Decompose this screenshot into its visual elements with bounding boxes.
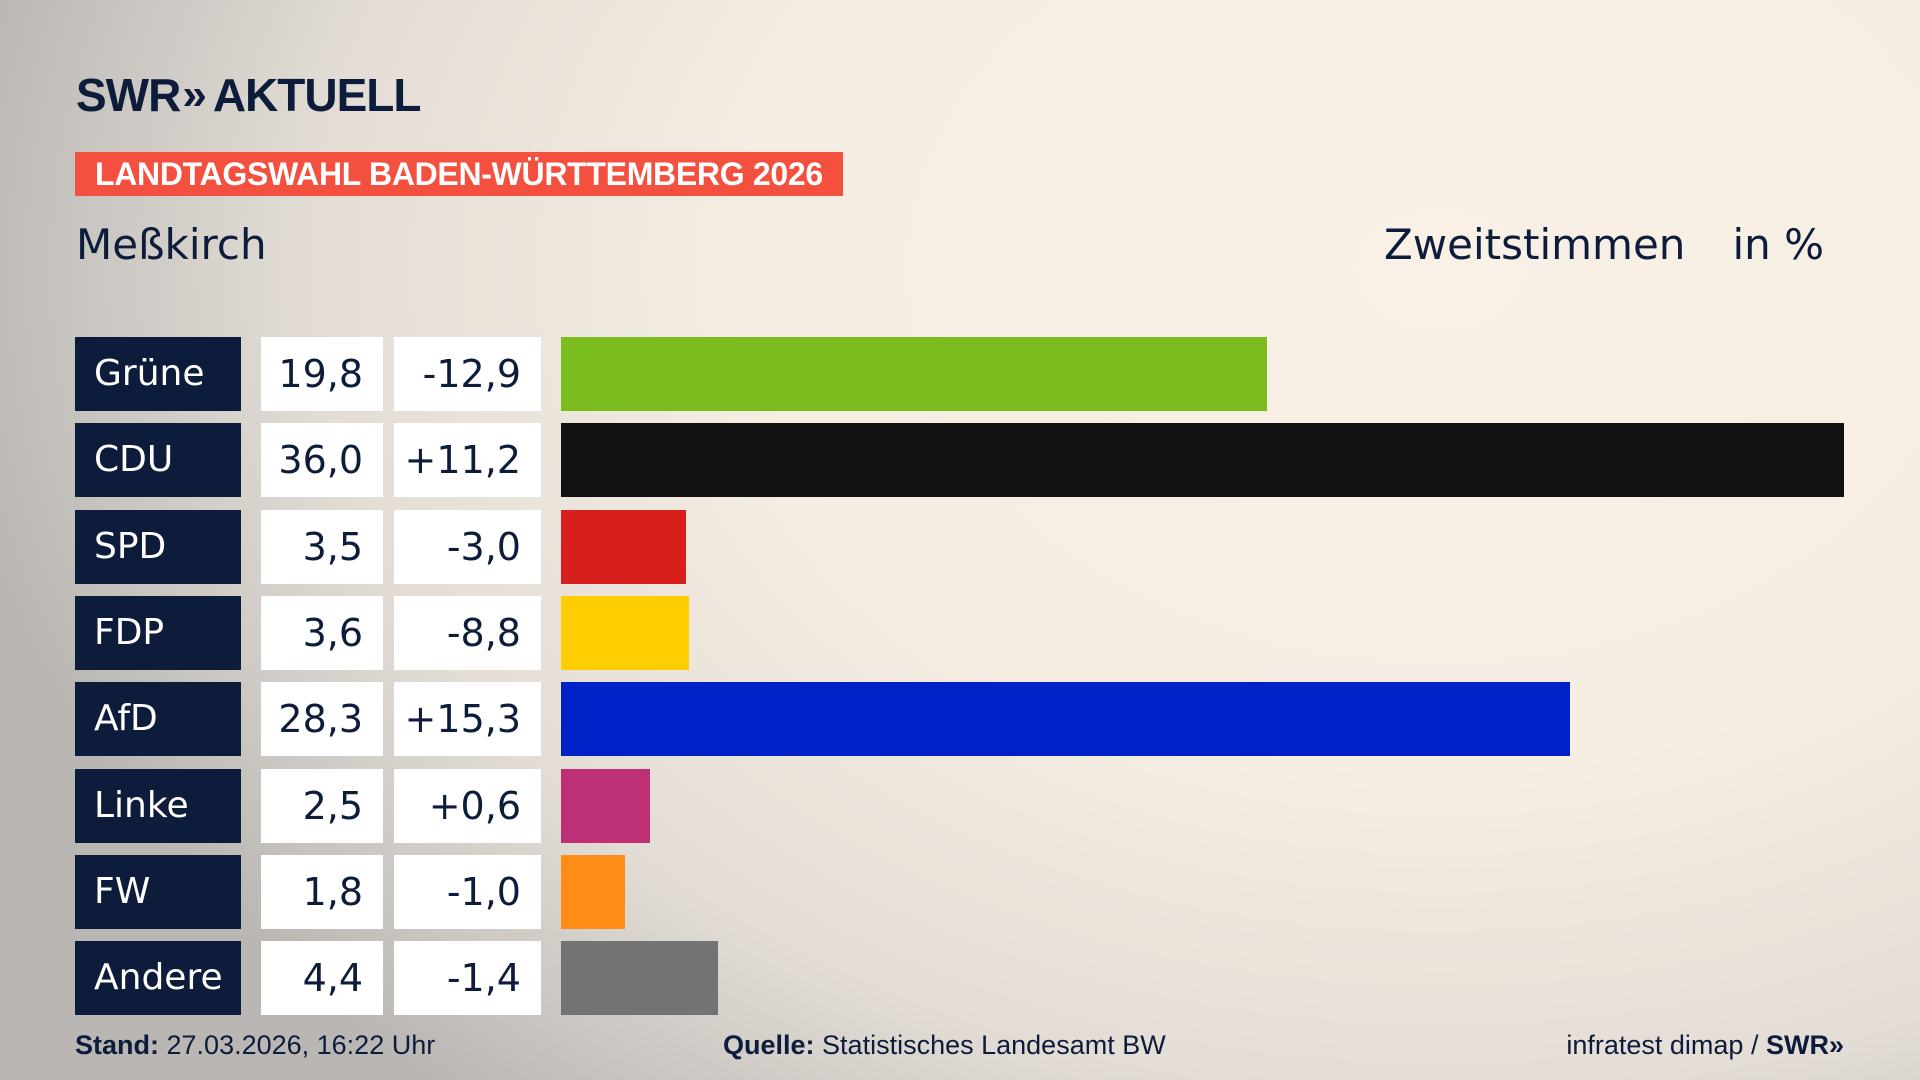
party-bar [561, 337, 1267, 411]
party-bar [561, 509, 686, 584]
party-change: -3,0 [394, 509, 541, 584]
election-banner: LANDTAGSWAHL BADEN-WÜRTTEMBERG 2026 [75, 152, 843, 196]
party-label: Linke [75, 768, 241, 843]
party-bar [561, 682, 1570, 757]
party-change: -1,0 [394, 854, 541, 929]
party-value: 28,3 [261, 682, 383, 757]
party-value: 2,5 [261, 768, 383, 843]
party-change: -12,9 [394, 337, 541, 411]
chevron-logo-icon: » [1828, 1030, 1844, 1060]
credit: infratest dimap / SWR» [1566, 1030, 1844, 1061]
party-bar [561, 595, 690, 670]
party-value: 4,4 [261, 941, 383, 1016]
party-value: 3,5 [261, 509, 383, 584]
party-value: 19,8 [261, 337, 383, 411]
logo-swr: SWR [76, 69, 181, 121]
party-value: 3,6 [261, 595, 383, 670]
party-change: -8,8 [394, 595, 541, 670]
logo-aktuell: AKTUELL [212, 69, 422, 121]
party-label: Grüne [75, 337, 241, 411]
stand-label: Stand: [75, 1030, 159, 1060]
party-label: FW [75, 854, 241, 929]
unit-label: in % [1732, 220, 1824, 269]
party-label: CDU [75, 423, 241, 498]
party-change: +0,6 [394, 768, 541, 843]
party-value: 36,0 [261, 423, 383, 498]
party-change: +15,3 [394, 682, 541, 757]
stand-value: 27.03.2026, 16:22 Uhr [166, 1030, 436, 1060]
party-change: -1,4 [394, 941, 541, 1016]
party-bar [561, 941, 718, 1016]
party-value: 1,8 [261, 854, 383, 929]
party-change: +11,2 [394, 423, 541, 498]
party-label: Andere [75, 941, 241, 1016]
party-bar [561, 423, 1844, 498]
party-bar [561, 854, 626, 929]
source: Quelle: Statistisches Landesamt BW [723, 1030, 1166, 1061]
source-label: Quelle: [723, 1030, 815, 1060]
party-label: AfD [75, 682, 241, 757]
credit-swr-logo: SWR [1765, 1030, 1829, 1060]
vote-type: Zweitstimmen [1384, 220, 1686, 269]
timestamp: Stand: 27.03.2026, 16:22 Uhr [75, 1030, 435, 1061]
source-value: Statistisches Landesamt BW [822, 1030, 1166, 1060]
party-bar [561, 768, 651, 843]
party-label: SPD [75, 509, 241, 584]
chevron-logo-icon: » [182, 70, 207, 119]
credit-text: infratest dimap / [1566, 1030, 1759, 1060]
swr-aktuell-logo: SWR » AKTUELL [76, 68, 422, 122]
region-title: Meßkirch [76, 220, 267, 269]
party-label: FDP [75, 595, 241, 670]
